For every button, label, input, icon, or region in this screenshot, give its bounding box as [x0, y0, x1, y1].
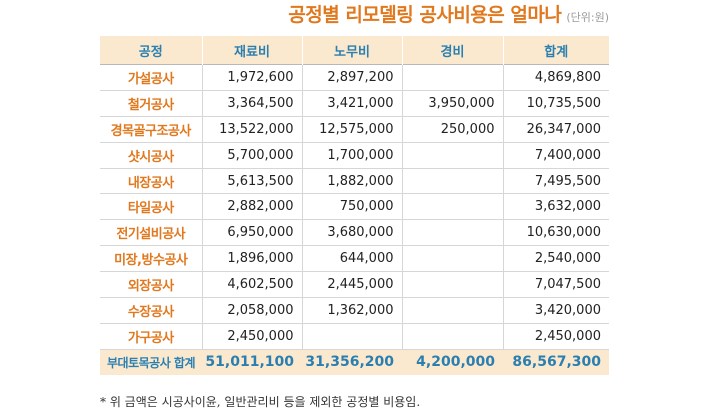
table-row: 경목골구조공사 13,522,000 12,575,000 250,000 26…: [100, 116, 609, 143]
process-name: 가설공사: [100, 64, 202, 91]
grand-total: 86,567,300: [503, 349, 609, 375]
material-cost: 2,882,000: [201, 193, 302, 221]
process-name: 철거공사: [100, 90, 202, 117]
row-total: 4,869,800: [502, 64, 609, 91]
table-row: 미장,방수공사 1,896,000 644,000 2,540,000: [100, 245, 609, 273]
expense-cost: [401, 219, 503, 247]
page-title: 공정별 리모델링 공사비용은 얼마나: [288, 4, 562, 26]
material-cost: 5,700,000: [201, 142, 302, 169]
process-name: 경목골구조공사: [100, 116, 202, 143]
cost-table: 공정 재료비 노무비 경비 합계 가설공사 1,972,600 2,897,20…: [100, 36, 609, 375]
expense-cost: [401, 168, 503, 195]
total-material: 51,011,100: [202, 349, 302, 375]
table-row: 외장공사 4,602,500 2,445,000 7,047,500: [100, 271, 609, 299]
labor-cost: 3,680,000: [301, 219, 402, 247]
table-row: 내장공사 5,613,500 1,882,000 7,495,500: [100, 168, 609, 195]
row-total: 7,495,500: [502, 168, 609, 195]
header-expense: 경비: [401, 36, 503, 65]
row-total: 3,420,000: [502, 297, 609, 324]
material-cost: 1,972,600: [201, 64, 302, 91]
material-cost: 2,058,000: [201, 297, 302, 324]
process-name: 샷시공사: [100, 142, 202, 169]
header-material: 재료비: [201, 36, 302, 65]
row-total: 7,047,500: [502, 271, 609, 299]
process-name: 내장공사: [100, 168, 202, 195]
process-name: 가구공사: [100, 323, 202, 350]
labor-cost: 3,421,000: [301, 90, 402, 117]
row-total: 10,630,000: [502, 219, 609, 247]
header-labor: 노무비: [301, 36, 402, 65]
header-total: 합계: [502, 36, 609, 65]
process-name: 타일공사: [100, 193, 202, 221]
expense-cost: [401, 245, 503, 273]
process-name: 외장공사: [100, 271, 202, 299]
labor-cost: 750,000: [301, 193, 402, 221]
table-row: 철거공사 3,364,500 3,421,000 3,950,000 10,73…: [100, 90, 609, 117]
expense-cost: 3,950,000: [401, 90, 503, 117]
expense-cost: [401, 64, 503, 91]
expense-cost: [401, 271, 503, 299]
expense-cost: 250,000: [401, 116, 503, 143]
table-row: 타일공사 2,882,000 750,000 3,632,000: [100, 193, 609, 221]
total-expense: 4,200,000: [402, 349, 503, 375]
material-cost: 2,450,000: [201, 323, 302, 350]
labor-cost: 1,700,000: [301, 142, 402, 169]
row-total: 2,450,000: [502, 323, 609, 350]
expense-cost: [401, 297, 503, 324]
labor-cost: 644,000: [301, 245, 402, 273]
labor-cost: 12,575,000: [301, 116, 402, 143]
expense-cost: [401, 323, 503, 350]
process-name: 수장공사: [100, 297, 202, 324]
table-total-row: 부대토목공사 합계 51,011,100 31,356,200 4,200,00…: [100, 349, 609, 375]
table-row: 수장공사 2,058,000 1,362,000 3,420,000: [100, 297, 609, 324]
material-cost: 3,364,500: [201, 90, 302, 117]
row-total: 10,735,500: [502, 90, 609, 117]
material-cost: 4,602,500: [201, 271, 302, 299]
material-cost: 5,613,500: [201, 168, 302, 195]
row-total: 3,632,000: [502, 193, 609, 221]
labor-cost: 2,897,200: [301, 64, 402, 91]
footnote: * 위 금액은 시공사이윤, 일반관리비 등을 제외한 공정별 비용임.: [100, 395, 421, 409]
total-label: 부대토목공사 합계: [100, 349, 202, 375]
total-labor: 31,356,200: [302, 349, 402, 375]
table-row: 샷시공사 5,700,000 1,700,000 7,400,000: [100, 142, 609, 169]
row-total: 2,540,000: [502, 245, 609, 273]
row-total: 26,347,000: [502, 116, 609, 143]
labor-cost: 1,882,000: [301, 168, 402, 195]
table-row: 가설공사 1,972,600 2,897,200 4,869,800: [100, 64, 609, 91]
title-row: 공정별 리모델링 공사비용은 얼마나 (단위:원): [288, 0, 609, 30]
material-cost: 6,950,000: [201, 219, 302, 247]
table-row: 가구공사 2,450,000 2,450,000: [100, 323, 609, 350]
labor-cost: 2,445,000: [301, 271, 402, 299]
unit-label: (단위:원): [566, 11, 609, 24]
row-total: 7,400,000: [502, 142, 609, 169]
material-cost: 1,896,000: [201, 245, 302, 273]
expense-cost: [401, 142, 503, 169]
process-name: 전기설비공사: [100, 219, 202, 247]
table-header-row: 공정 재료비 노무비 경비 합계: [100, 36, 609, 65]
header-process: 공정: [100, 36, 202, 65]
labor-cost: 1,362,000: [301, 297, 402, 324]
labor-cost: [301, 323, 402, 350]
table-row: 전기설비공사 6,950,000 3,680,000 10,630,000: [100, 219, 609, 247]
process-name: 미장,방수공사: [100, 245, 202, 273]
expense-cost: [401, 193, 503, 221]
material-cost: 13,522,000: [201, 116, 302, 143]
